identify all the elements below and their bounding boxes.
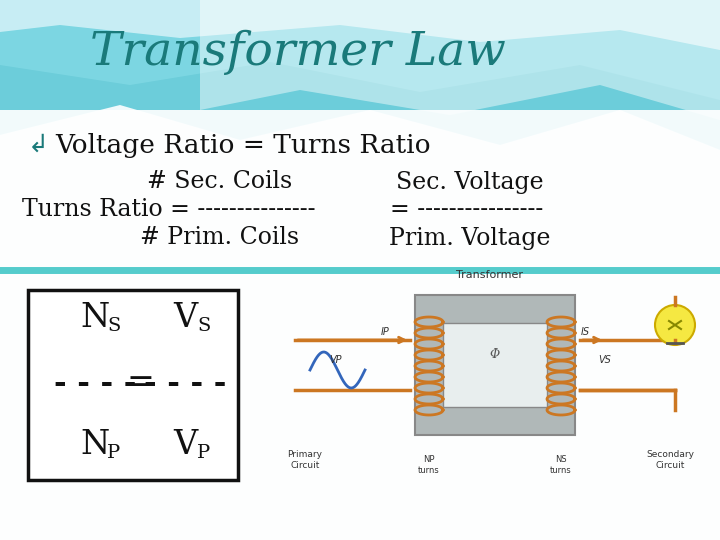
Text: Primary
Circuit: Primary Circuit [287,450,323,470]
Text: N: N [81,429,109,461]
Polygon shape [0,0,720,100]
Text: N: N [81,302,109,334]
Text: Sec. Voltage: Sec. Voltage [396,171,544,193]
Text: Transformer: Transformer [456,270,523,280]
Text: Voltage Ratio = Turns Ratio: Voltage Ratio = Turns Ratio [55,132,431,158]
Text: =: = [126,367,154,399]
Text: V: V [173,302,197,334]
Text: # Sec. Coils: # Sec. Coils [148,171,292,193]
Text: Transformer Law: Transformer Law [90,29,506,75]
Text: V: V [173,429,197,461]
Text: IS: IS [580,327,590,337]
Text: VP: VP [329,355,341,365]
Text: Φ: Φ [490,348,500,361]
Polygon shape [0,0,720,150]
Text: Prim. Voltage: Prim. Voltage [390,226,551,249]
Text: S: S [107,317,120,335]
Text: - - - -: - - - - [144,368,226,399]
Text: ↲: ↲ [28,133,49,157]
Text: = ----------------: = ---------------- [390,199,544,221]
Bar [0,110,720,540]
FancyBboxPatch shape [28,290,238,480]
Text: NP
turns: NP turns [418,455,440,475]
Polygon shape [0,0,720,50]
Circle shape [655,305,695,345]
Text: Turns Ratio = ---------------: Turns Ratio = --------------- [22,199,315,221]
Text: Secondary
Circuit: Secondary Circuit [646,450,694,470]
Text: IP: IP [381,327,390,337]
Text: NS
turns: NS turns [550,455,572,475]
Bar [443,323,547,407]
Text: VS: VS [598,355,611,365]
Text: - - - -: - - - - [54,368,136,399]
Polygon shape [200,0,720,120]
Text: P: P [107,444,120,462]
Text: P: P [197,444,210,462]
Text: S: S [197,317,210,335]
Bar [415,295,575,435]
Text: # Prim. Coils: # Prim. Coils [140,226,300,249]
